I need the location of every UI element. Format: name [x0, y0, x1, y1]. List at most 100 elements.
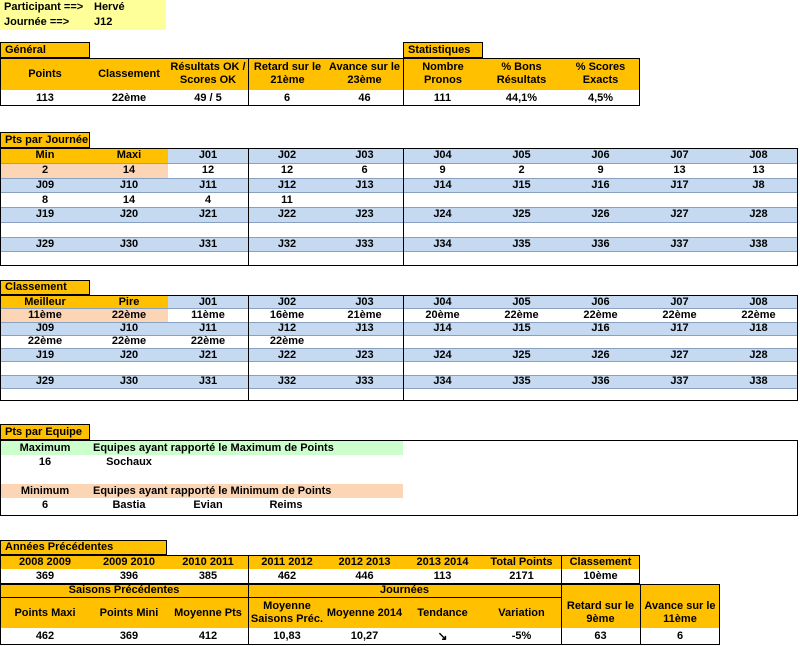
annees-header-2008: 2008 2009 [0, 555, 90, 569]
annees-value-total: 2171 [509, 570, 534, 582]
pts-journee-cell: J12 [248, 177, 326, 193]
classement-cell [248, 361, 326, 374]
classement-cell: 22ème [168, 334, 248, 348]
general-value-avance: 46 [358, 91, 371, 104]
classement-cell: J24 [403, 348, 482, 362]
general-mid-divider [248, 58, 249, 106]
classement-cell [403, 387, 482, 401]
pts-journee-cell [90, 251, 168, 266]
general-header-avance: Avance sur le 23ème [326, 58, 403, 90]
classement-cell: J14 [403, 321, 482, 335]
annees-bv-moyenne-saisons: 10,83 [273, 629, 301, 642]
classement-cell: 22ème [719, 308, 798, 321]
equipe-title: Pts par Equipe [0, 424, 90, 440]
equipe-min-value: 6 [41, 499, 49, 511]
annees-bv-points-maxi: 462 [35, 629, 55, 642]
equipe-min-team-3: Reims [269, 499, 303, 511]
classement-cell: 22ème [640, 308, 719, 321]
classement-cell: J16 [561, 321, 640, 335]
classement-cell: J18 [719, 321, 798, 335]
pts-journee-cell: J20 [90, 207, 168, 222]
classement-cell [482, 387, 561, 401]
annees-bh-moyenne-2014: Moyenne 2014 [326, 598, 403, 628]
classement-cell: J27 [640, 348, 719, 362]
journees-title: Journées [248, 584, 561, 598]
classement-cell [482, 334, 561, 348]
annees-header-total: Total Points [482, 555, 561, 569]
general-title: Général [0, 42, 90, 58]
pts-journee-cell: 9 [561, 162, 640, 178]
pts-journee-cell: 12 [168, 162, 248, 178]
classement-cell [0, 361, 90, 374]
classement-cell [482, 361, 561, 374]
classement-cell: 22ème [90, 334, 168, 348]
classement-cell: 22ème [90, 308, 168, 322]
pts-journee-cell: J17 [640, 177, 719, 193]
classement-title: Classement [0, 280, 90, 295]
pts-journee-cell: J34 [403, 236, 482, 252]
classement-cell [640, 387, 719, 401]
general-stats-grid [0, 58, 640, 106]
classement-cell [719, 361, 798, 374]
pts-journee-cell: J8 [719, 177, 798, 193]
equipe-max-value: 16 [38, 456, 52, 468]
annees-bh-points-maxi: Points Maxi [0, 598, 90, 628]
classement-cell: J30 [90, 374, 168, 388]
pts-journee-cell: J09 [0, 177, 90, 193]
pts-journee-cell [640, 192, 719, 207]
classement-cell [326, 361, 403, 374]
stats-header-scores: % Scores Exacts [561, 58, 640, 90]
classement-cell [90, 387, 168, 401]
annees-value-2012: 446 [355, 570, 374, 582]
participant-value: Hervé [90, 0, 166, 15]
classement-cell [403, 334, 482, 348]
classement-cell [403, 361, 482, 374]
participant-label: Participant ==> [0, 0, 90, 15]
annees-bh-points-mini: Points Mini [90, 598, 168, 628]
equipe-max-label: Maximum [1, 441, 89, 455]
classement-cell [640, 361, 719, 374]
pts-journee-cell: J31 [168, 236, 248, 252]
annees-bv-variation: -5% [511, 629, 532, 642]
classement-cell: J09 [0, 321, 90, 335]
pts-journee-cell: J25 [482, 207, 561, 222]
classement-cell: J12 [248, 321, 326, 335]
annees-value-2011: 462 [277, 570, 297, 582]
annees-header-2009: 2009 2010 [90, 555, 168, 569]
annees-bh-tendance: Tendance [403, 598, 482, 628]
classement-grid: Meilleur Pire J01 J02 J03 J04 J05 J06 J07 J08 11èm… [0, 295, 798, 401]
pts-journee-cell: J33 [326, 236, 403, 252]
pts-journee-cell: J15 [482, 177, 561, 193]
classement-cell: 21ème [326, 308, 403, 321]
pts-journee-cell: J16 [561, 177, 640, 193]
pts-journee-cell: J13 [326, 177, 403, 193]
pts-journee-cell [90, 221, 168, 237]
classement-cell [719, 334, 798, 348]
pts-journee-cell: J14 [403, 177, 482, 193]
pts-journee-cell [640, 251, 719, 266]
pts-journee-cell: J30 [90, 236, 168, 252]
general-header-points: Points [0, 58, 90, 90]
saisons-title: Saisons Précédentes [0, 584, 248, 598]
annees-frame-top [0, 555, 640, 584]
pts-journee-cell: J38 [719, 236, 798, 252]
general-value-resultats: 49 / 5 [194, 91, 222, 104]
pts-journee-cell: 12 [248, 162, 326, 178]
pts-journee-cell [561, 251, 640, 266]
pts-journee-cell [482, 192, 561, 207]
classement-cell: J21 [168, 348, 248, 362]
classement-cell: 22ème [248, 334, 326, 348]
classement-cell: J19 [0, 348, 90, 362]
pts-journee-cell: J23 [326, 207, 403, 222]
classement-cell: 22ème [0, 334, 90, 348]
pts-journee-cell [326, 251, 403, 266]
pts-journee-cell: 9 [403, 162, 482, 178]
pts-journee-cell [248, 221, 326, 237]
classement-cell: J34 [403, 374, 482, 388]
pts-journee-cell: J36 [561, 236, 640, 252]
equipe-max-desc: Equipes ayant rapporté le Maximum de Poi… [89, 441, 403, 455]
stats-header-nombre: Nombre Pronos [403, 58, 482, 90]
equipe-min-team-2: Evian [193, 499, 223, 511]
classement-cell [326, 334, 403, 348]
classement-cell [168, 361, 248, 374]
